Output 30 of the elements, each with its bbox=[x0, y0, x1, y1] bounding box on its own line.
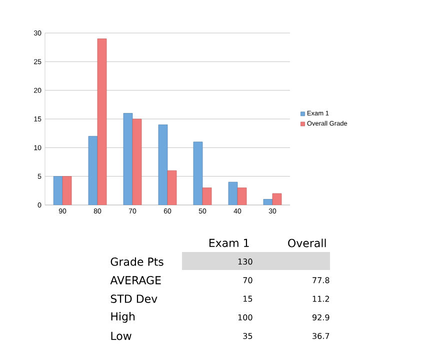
text: 36.7 bbox=[312, 332, 330, 340]
text: Overall bbox=[288, 238, 326, 248]
bar bbox=[202, 188, 212, 205]
text: 70 bbox=[243, 277, 252, 284]
text: 77.8 bbox=[312, 277, 330, 284]
text: Low bbox=[111, 332, 132, 340]
bar bbox=[53, 176, 63, 205]
bar bbox=[132, 118, 142, 205]
text: STD Dev bbox=[110, 294, 158, 303]
text: Exam 1 bbox=[209, 238, 249, 248]
bar bbox=[237, 188, 247, 205]
text: 92.9 bbox=[312, 314, 330, 320]
bar bbox=[272, 193, 282, 205]
text: Grade Pts bbox=[110, 257, 164, 266]
bar bbox=[193, 142, 203, 205]
text: 35 bbox=[243, 332, 252, 340]
bar bbox=[228, 182, 238, 205]
text: AVERAGE bbox=[110, 276, 161, 284]
text: 15 bbox=[244, 296, 252, 302]
text: 100 bbox=[238, 314, 252, 320]
bar bbox=[62, 176, 72, 205]
bar bbox=[123, 113, 133, 205]
text: 130 bbox=[238, 258, 252, 265]
bar bbox=[97, 38, 107, 205]
bar bbox=[88, 136, 98, 205]
bar bbox=[167, 170, 177, 205]
bar bbox=[263, 199, 273, 205]
text: High bbox=[111, 312, 135, 323]
text: 11.2 bbox=[312, 296, 329, 302]
bar bbox=[158, 124, 168, 205]
